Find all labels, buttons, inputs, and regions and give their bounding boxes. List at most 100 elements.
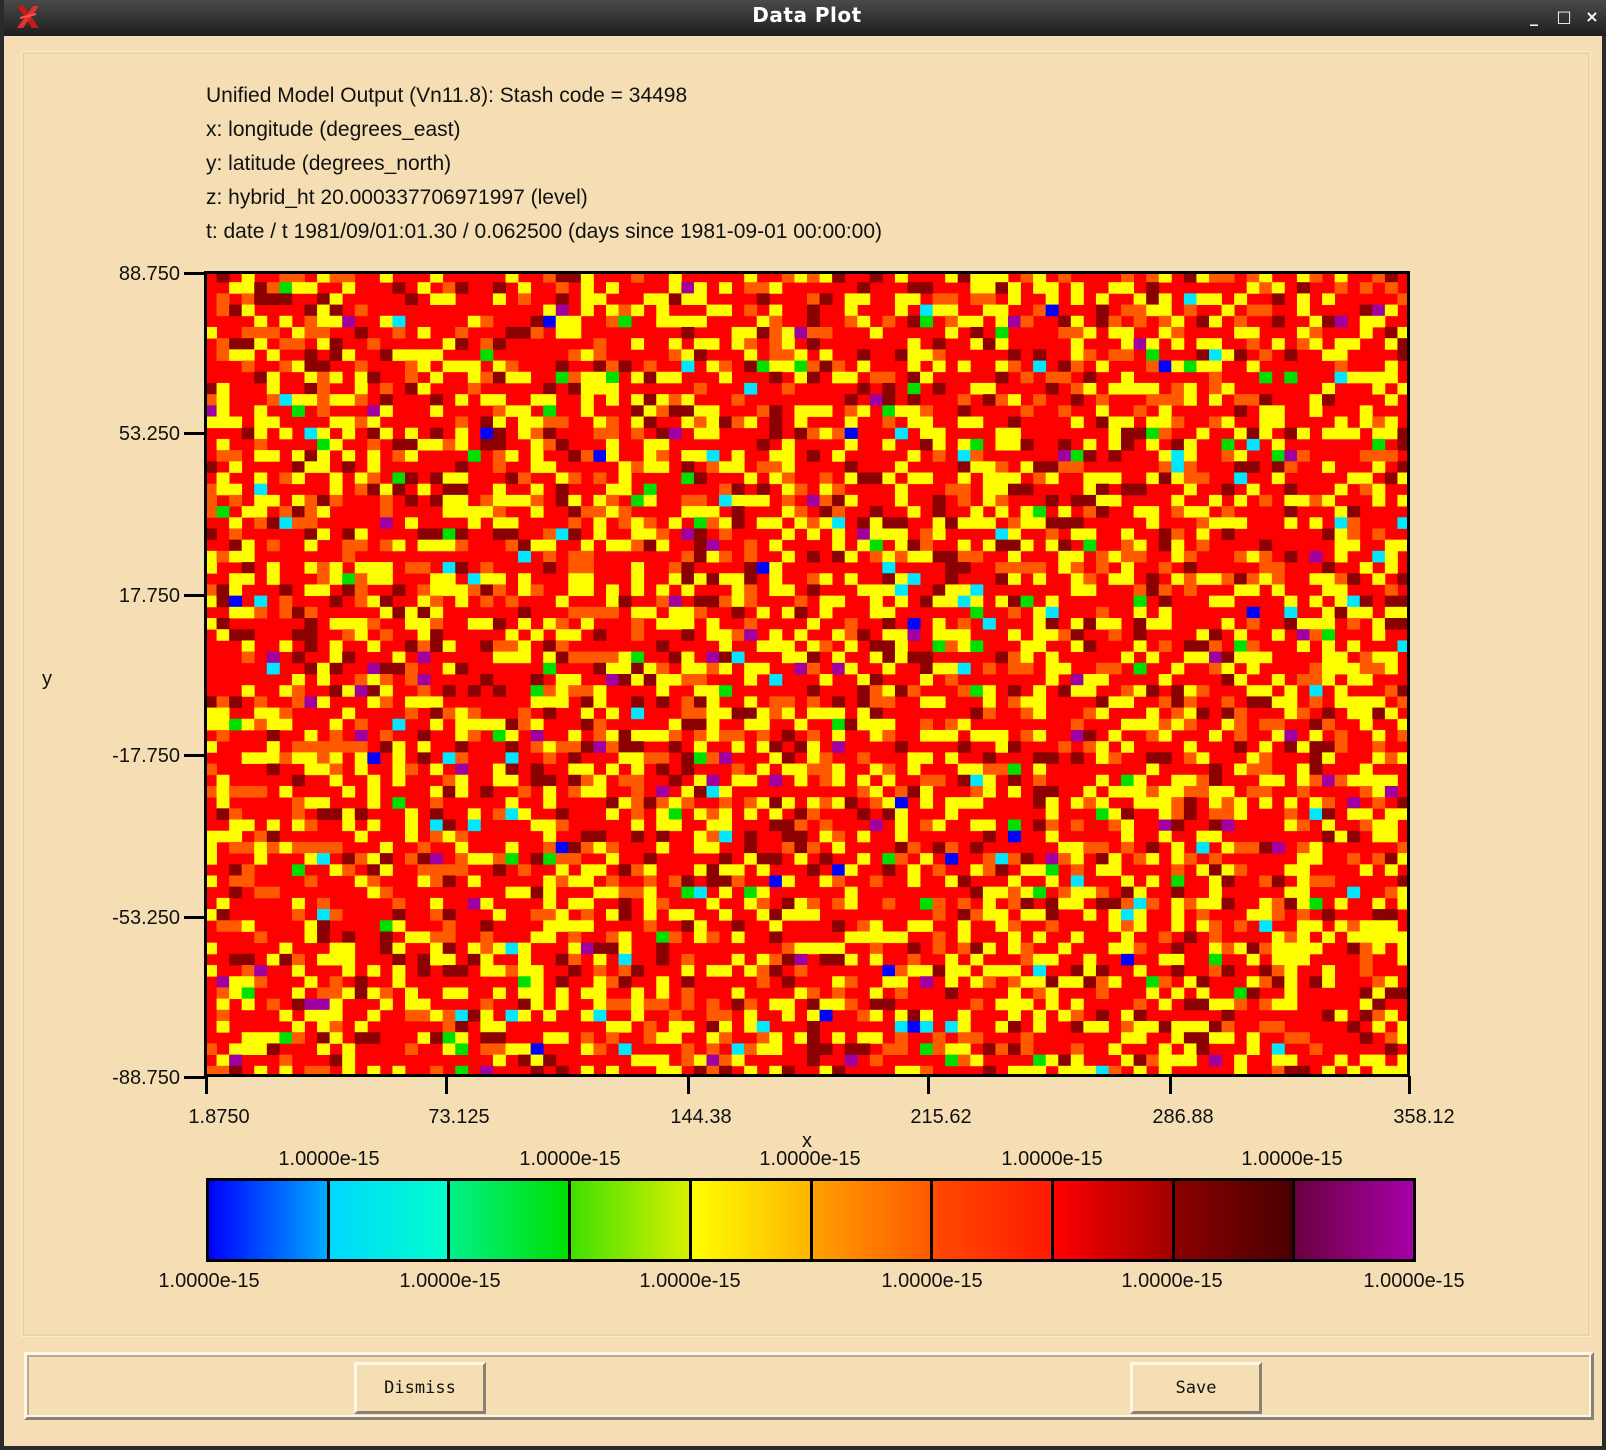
heatmap-cell [920,965,934,977]
heatmap-cell [744,618,758,630]
title-bar[interactable]: Data Plot _ □ × [4,0,1606,36]
heatmap-cell [618,864,632,876]
heatmap-cell [1234,1065,1248,1077]
heatmap-cell [869,696,883,708]
heatmap-cell [693,752,707,764]
heatmap-cell [744,886,758,899]
heatmap-cell [254,830,268,843]
heatmap-cell [229,920,243,932]
heatmap-cell [1284,506,1298,518]
heatmap-cell [907,953,921,966]
heatmap-cell [1271,584,1285,597]
heatmap-cell [945,662,959,675]
heatmap-cell [1322,662,1336,675]
heatmap-cell [1083,965,1097,977]
heatmap-cell [241,338,255,350]
y-tick-label: -17.750 [112,745,180,767]
heatmap-cell [304,618,318,630]
heatmap-cell [1033,618,1047,630]
dismiss-button[interactable]: Dismiss [354,1362,486,1414]
heatmap-cell [467,729,481,742]
heatmap-cell [769,371,783,384]
heatmap-cell [291,965,305,977]
heatmap-cell [354,528,368,541]
heatmap-cell [756,853,770,865]
heatmap-cell [291,360,305,373]
heatmap-cell [593,942,607,955]
heatmap-cell [832,729,846,742]
heatmap-cell [555,360,569,373]
heatmap-cell [1259,909,1273,921]
minimize-icon[interactable]: _ [1530,7,1538,26]
heatmap-cell [354,729,368,742]
heatmap-cell [241,819,255,832]
y-axis-label: y [42,668,52,690]
heatmap-cell [719,416,733,429]
heatmap-cell [907,651,921,664]
heatmap-cell [1334,685,1348,697]
y-tick-label: -53.250 [112,907,180,929]
heatmap-cell [392,909,406,921]
heatmap-cell [920,785,934,798]
heatmap-cell [719,282,733,294]
heatmap-cell [995,394,1009,406]
heatmap-cell [731,394,745,406]
heatmap-cell [543,461,557,473]
maximize-icon[interactable]: □ [1556,7,1572,26]
heatmap-cell [405,618,418,630]
heatmap-cell [405,293,418,305]
heatmap-cell [329,293,343,305]
heatmap-cell [492,909,506,921]
heatmap-cell [354,685,368,697]
heatmap-cell [518,494,532,507]
heatmap-cell [643,853,657,865]
heatmap-cell [455,1032,469,1044]
close-icon[interactable]: × [1585,7,1599,26]
heatmap-cell [492,416,506,429]
heatmap-cell [681,349,695,361]
heatmap-cell [568,315,582,328]
heatmap-cell [857,382,871,395]
heatmap-cell [668,338,682,350]
heatmap-cell [1171,841,1185,854]
heatmap-cell [1384,853,1398,865]
heatmap-cell [643,517,657,529]
heatmap-cell [844,438,858,451]
heatmap-cell [442,785,456,798]
heatmap-cell [543,315,557,328]
heatmap-cell [367,483,381,496]
heatmap-cell [970,886,984,899]
heatmap-cell [1045,494,1059,507]
heatmap-cell [920,427,934,440]
heatmap-cell [1209,886,1222,899]
heatmap-cell [304,584,318,597]
heatmap-cell [606,808,619,820]
heatmap-cell [693,741,707,753]
heatmap-cell [1020,897,1034,910]
heatmap-cell [1271,416,1285,429]
heatmap-cell [1070,293,1084,305]
heatmap-cell [216,293,230,305]
heatmap-cell [693,864,707,876]
heatmap-cell [1020,539,1034,552]
heatmap-cell [1296,293,1310,305]
heatmap-cell [1095,472,1109,485]
heatmap-cell [568,965,582,977]
heatmap-cell [1095,841,1109,854]
heatmap-cell [857,752,871,764]
heatmap-cell [1271,573,1285,585]
y-tick [184,594,206,597]
heatmap-cell [1359,416,1373,429]
heatmap-cell [681,461,695,473]
heatmap-cell [1033,729,1047,742]
heatmap-cell [1183,707,1197,720]
heatmap-cell [631,774,645,787]
heatmap-cell [1171,785,1185,798]
heatmap-cell [957,1032,971,1044]
heatmap-cell [1347,674,1361,686]
heatmap-cell [920,438,934,451]
heatmap-cell [266,763,280,776]
save-button[interactable]: Save [1130,1362,1262,1414]
heatmap-cell [970,909,984,921]
heatmap-cell [467,360,481,373]
